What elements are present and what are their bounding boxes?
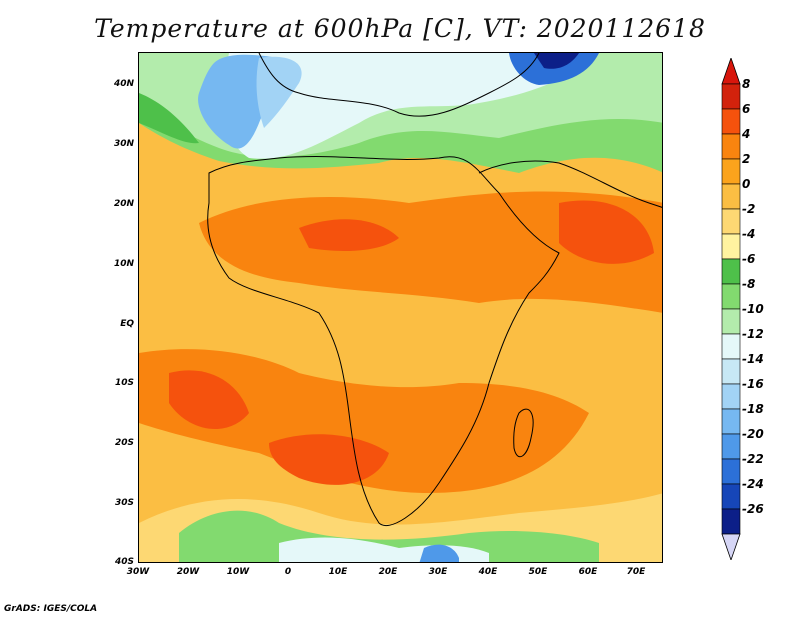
- lat-label-30s: 30S: [114, 498, 134, 508]
- south-blue: [419, 544, 459, 562]
- colorbar-segment: [721, 433, 741, 460]
- colorbar-segment: [721, 108, 741, 135]
- lon-label-30e: 30E: [428, 567, 448, 577]
- lat-label-10n: 10N: [113, 259, 134, 269]
- colorbar-segment: [721, 208, 741, 235]
- lon-label-40e: 40E: [478, 567, 498, 577]
- lon-label-0: 0: [284, 567, 292, 577]
- madagascar-coastline: [513, 408, 534, 458]
- colorbar-segment: [721, 283, 741, 310]
- lon-label-10e: 10E: [328, 567, 348, 577]
- colorbar-label: -20: [742, 427, 764, 441]
- warm-core-southwest: [169, 370, 249, 430]
- grads-credit: GrADS: IGES/COLA: [4, 604, 98, 614]
- colorbar-label: -10: [742, 302, 764, 316]
- lon-label-20e: 20E: [378, 567, 398, 577]
- lon-label-20w: 20W: [176, 567, 200, 577]
- arabia-coastline: [478, 160, 662, 208]
- colorbar-segment: [721, 358, 741, 385]
- lat-label-40s: 40S: [114, 557, 134, 567]
- colorbar-segment: [721, 483, 741, 510]
- colorbar-label: 6: [742, 102, 751, 116]
- colorbar: [721, 58, 741, 560]
- colorbar-segment: [721, 183, 741, 210]
- colorbar-label: -14: [742, 352, 764, 366]
- lon-label-70e: 70E: [626, 567, 646, 577]
- colorbar-segment: [721, 233, 741, 260]
- warm-band-north: [199, 191, 662, 313]
- colorbar-label: 2: [742, 152, 751, 166]
- colorbar-label: -12: [742, 327, 764, 341]
- north-navy: [534, 53, 579, 69]
- colorbar-segment: [721, 458, 741, 485]
- lon-label-10w: 10W: [226, 567, 250, 577]
- colorbar-segment: [721, 158, 741, 185]
- colorbar-segment: [721, 258, 741, 285]
- colorbar-segment: [721, 308, 741, 335]
- colorbar-bottom-cap: [721, 533, 741, 560]
- colorbar-segment: [721, 133, 741, 160]
- lon-label-50e: 50E: [528, 567, 548, 577]
- lat-label-10s: 10S: [114, 378, 134, 388]
- africa-coastline: [207, 156, 560, 527]
- colorbar-label: -26: [742, 502, 764, 516]
- warm-core-east: [559, 200, 654, 264]
- map-title: Temperature at 600hPa [C], VT: 202011261…: [94, 14, 706, 43]
- colorbar-label: -8: [742, 277, 756, 291]
- colorbar-label: -2: [742, 202, 756, 216]
- colorbar-label: -16: [742, 377, 764, 391]
- colorbar-label: 8: [742, 77, 751, 91]
- lon-label-30w: 30W: [126, 567, 150, 577]
- colorbar-segment: [721, 383, 741, 410]
- lat-label-20s: 20S: [114, 438, 134, 448]
- colorbar-label: 0: [742, 177, 751, 191]
- map-canvas: [139, 53, 662, 562]
- warm-band-south: [139, 349, 589, 493]
- colorbar-label: -6: [742, 252, 756, 266]
- lon-label-60e: 60E: [578, 567, 598, 577]
- lat-label-20n: 20N: [113, 199, 134, 209]
- colorbar-segment: [721, 408, 741, 435]
- colorbar-top-cap: [721, 58, 741, 85]
- europe-coastline: [258, 53, 540, 117]
- colorbar-segment: [721, 333, 741, 360]
- colorbar-segment: [721, 508, 741, 535]
- colorbar-label: 4: [742, 127, 751, 141]
- north-deep-blue: [509, 53, 599, 85]
- colorbar-label: -18: [742, 402, 764, 416]
- west-green: [139, 93, 199, 144]
- temperature-map: [138, 52, 663, 563]
- lat-label-30n: 30N: [113, 139, 134, 149]
- north-light-blue: [256, 56, 302, 128]
- colorbar-label: -4: [742, 227, 756, 241]
- lat-label-40n: 40N: [113, 79, 134, 89]
- north-pale: [224, 53, 599, 159]
- colorbar-segment: [721, 83, 741, 110]
- colorbar-label: -22: [742, 452, 764, 466]
- lat-label-eq: EQ: [120, 319, 134, 329]
- colorbar-label: -24: [742, 477, 764, 491]
- warm-core-north: [299, 219, 399, 251]
